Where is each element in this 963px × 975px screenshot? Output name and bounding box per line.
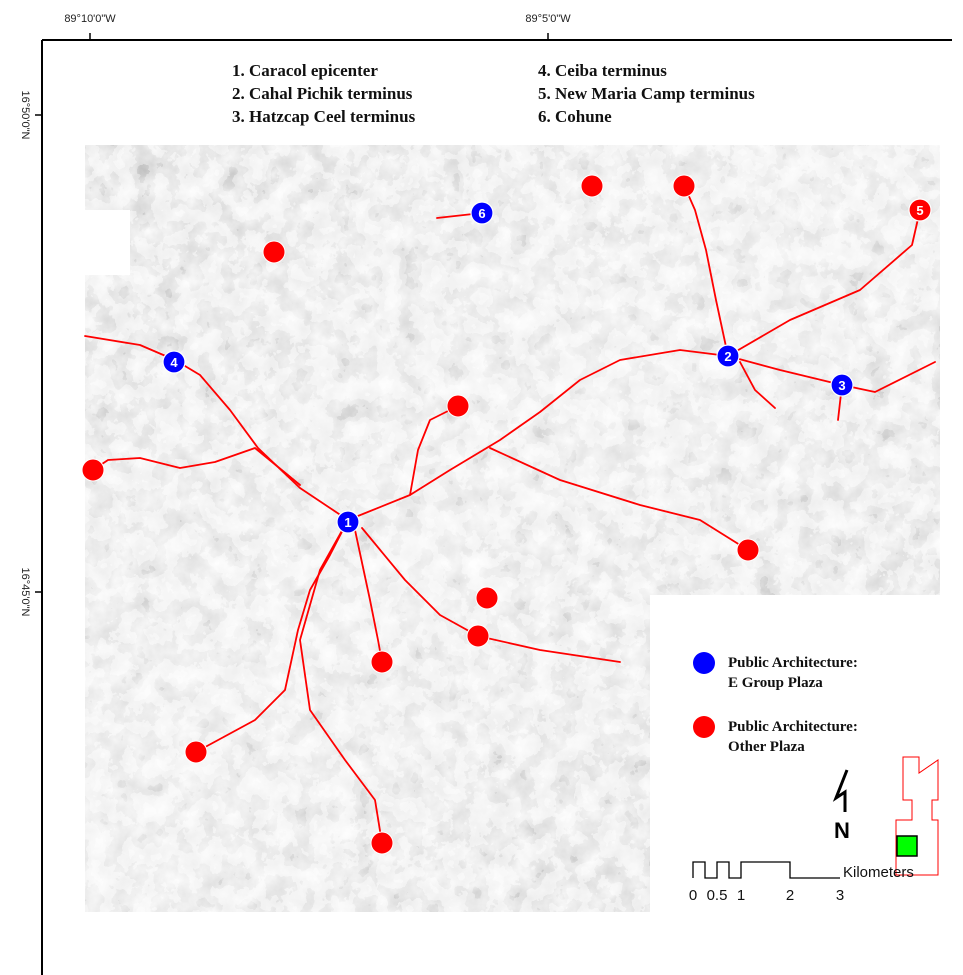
- site-key-item-1: 1. Caracol epicenter: [232, 61, 378, 80]
- causeway-1-to-south: [299, 519, 383, 844]
- legend-e-group-symbol: [693, 652, 715, 674]
- site-key-item-3: 3. Hatzcap Ceel terminus: [232, 107, 416, 126]
- plaza-marker: [81, 458, 105, 482]
- site-marker-1: [336, 510, 360, 534]
- causeway-2-to-5: [727, 209, 921, 357]
- north-arrow-icon: N: [832, 769, 850, 843]
- causeway-1-to-west: [92, 447, 301, 486]
- site-key-item-5: 5. New Maria Camp terminus: [538, 84, 755, 103]
- terrain-hillshade: [85, 145, 940, 912]
- site-marker-labels: 1 2 3 4 5 6: [170, 203, 923, 530]
- scale-bar-tick: 0.5: [707, 887, 728, 904]
- north-arrow-label: N: [834, 818, 850, 843]
- site-key-item-6: 6. Cohune: [538, 107, 612, 126]
- site-marker-5: [908, 198, 932, 222]
- plaza-marker: [475, 586, 499, 610]
- causeway-1-to-southeast: [361, 527, 621, 663]
- site-number: 6: [478, 206, 485, 221]
- scale-bar: [692, 861, 840, 879]
- site-number: 2: [724, 349, 731, 364]
- causeway-2-to-north: [683, 184, 729, 357]
- plaza-marker: [262, 240, 286, 264]
- site-marker-6: [470, 201, 494, 225]
- scale-bar-tick: 3: [836, 887, 844, 904]
- site-marker-2: [716, 344, 740, 368]
- coord-label-lon-2: 89°5'0"W: [525, 13, 571, 25]
- plaza-marker: [466, 624, 490, 648]
- coord-label-lon-1: 89°10'0"W: [64, 13, 116, 25]
- site-marker-3: [830, 373, 854, 397]
- legend-other-line2: Other Plaza: [728, 739, 805, 755]
- coord-label-lat-1: 16°50'0"N: [19, 91, 31, 140]
- legend-other-symbol: [693, 716, 715, 738]
- scale-bar-tick: 0: [689, 887, 697, 904]
- causeway-1-to-north-plaza: [409, 405, 459, 496]
- scale-bar-unit: Kilometers: [843, 864, 914, 881]
- site-markers: [162, 198, 932, 534]
- plaza-marker: [184, 740, 208, 764]
- causeway-to-east-plaza: [489, 447, 749, 551]
- site-number: 3: [838, 378, 845, 393]
- site-key-item-4: 4. Ceiba terminus: [538, 61, 667, 80]
- map-frame: [35, 33, 952, 975]
- legend-e-group-line1: Public Architecture:: [728, 655, 858, 671]
- site-key: 1. Caracol epicenter 2. Cahal Pichik ter…: [232, 61, 755, 126]
- site-number: 1: [344, 515, 351, 530]
- site-number: 5: [916, 203, 923, 218]
- plaza-marker: [736, 538, 760, 562]
- inset-locator-map: [895, 756, 939, 876]
- legend: Public Architecture: E Group Plaza Publi…: [693, 652, 858, 755]
- scale-bar-tick: 1: [737, 887, 745, 904]
- legend-other-line1: Public Architecture:: [728, 719, 858, 735]
- plaza-marker: [580, 174, 604, 198]
- plaza-marker: [370, 650, 394, 674]
- site-key-item-2: 2. Cahal Pichik terminus: [232, 84, 413, 103]
- plaza-marker: [446, 394, 470, 418]
- plaza-marker: [370, 831, 394, 855]
- causeway-2-spur: [739, 361, 776, 409]
- legend-e-group-line2: E Group Plaza: [728, 675, 823, 691]
- causeway-1-to-2: [347, 349, 729, 521]
- causeway-1-to-4: [84, 335, 349, 521]
- other-plazas: [81, 174, 760, 855]
- site-marker-4: [162, 350, 186, 374]
- scale-bar-tick: 2: [786, 887, 794, 904]
- plaza-marker: [672, 174, 696, 198]
- inset-site-area: [896, 835, 918, 857]
- causeway-1-to-southwest: [195, 519, 349, 753]
- site-number: 4: [170, 355, 178, 370]
- coord-label-lat-2: 16°45'0"N: [19, 568, 31, 617]
